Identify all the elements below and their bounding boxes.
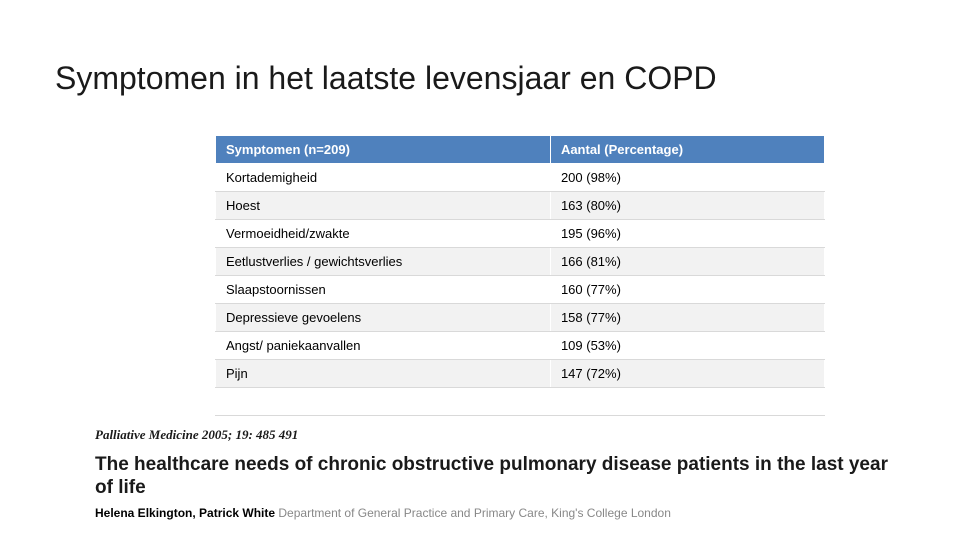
cell-symptom: Angst/ paniekaanvallen: [216, 332, 551, 360]
table-row: Depressieve gevoelens 158 (77%): [216, 304, 825, 332]
journal-volume: 19: [235, 427, 248, 442]
table-row: Slaapstoornissen 160 (77%): [216, 276, 825, 304]
journal-pages: : 485 491: [248, 427, 298, 442]
cell-count: 109 (53%): [550, 332, 824, 360]
table-row: Hoest 163 (80%): [216, 192, 825, 220]
cell-symptom: Vermoeidheid/zwakte: [216, 220, 551, 248]
header-count: Aantal (Percentage): [550, 136, 824, 164]
cell-count: 195 (96%): [550, 220, 824, 248]
cell-symptom: Eetlustverlies / gewichtsverlies: [216, 248, 551, 276]
author-affiliation: Department of General Practice and Prima…: [275, 506, 671, 520]
table-row: Vermoeidheid/zwakte 195 (96%): [216, 220, 825, 248]
table-header-row: Symptomen (n=209) Aantal (Percentage): [216, 136, 825, 164]
table-row: Eetlustverlies / gewichtsverlies 166 (81…: [216, 248, 825, 276]
table-row: [216, 388, 825, 416]
table-row: Pijn 147 (72%): [216, 360, 825, 388]
table-row: Angst/ paniekaanvallen 109 (53%): [216, 332, 825, 360]
cell-count: 158 (77%): [550, 304, 824, 332]
slide-title: Symptomen in het laatste levensjaar en C…: [55, 60, 717, 97]
cell-symptom: Hoest: [216, 192, 551, 220]
cell-symptom: Pijn: [216, 360, 551, 388]
citation-authors: Helena Elkington, Patrick White Departme…: [95, 506, 895, 520]
cell-count: 163 (80%): [550, 192, 824, 220]
citation-title: The healthcare needs of chronic obstruct…: [95, 453, 895, 501]
cell-count: 166 (81%): [550, 248, 824, 276]
cell-symptom: Depressieve gevoelens: [216, 304, 551, 332]
symptom-table-container: Symptomen (n=209) Aantal (Percentage) Ko…: [215, 135, 825, 416]
header-symptoms: Symptomen (n=209): [216, 136, 551, 164]
cell-symptom: Slaapstoornissen: [216, 276, 551, 304]
citation-journal: Palliative Medicine 2005; 19: 485 491: [95, 427, 895, 443]
cell-symptom: Kortademigheid: [216, 164, 551, 192]
symptom-table: Symptomen (n=209) Aantal (Percentage) Ko…: [215, 135, 825, 416]
author-names: Helena Elkington, Patrick White: [95, 506, 275, 520]
citation-block: Palliative Medicine 2005; 19: 485 491 Th…: [95, 427, 895, 521]
table-row: Kortademigheid 200 (98%): [216, 164, 825, 192]
journal-name: Palliative Medicine: [95, 427, 202, 442]
cell-count: 200 (98%): [550, 164, 824, 192]
cell-count: 160 (77%): [550, 276, 824, 304]
cell-symptom: [216, 388, 551, 416]
cell-count: 147 (72%): [550, 360, 824, 388]
cell-count: [550, 388, 824, 416]
journal-year: 2005;: [202, 427, 236, 442]
